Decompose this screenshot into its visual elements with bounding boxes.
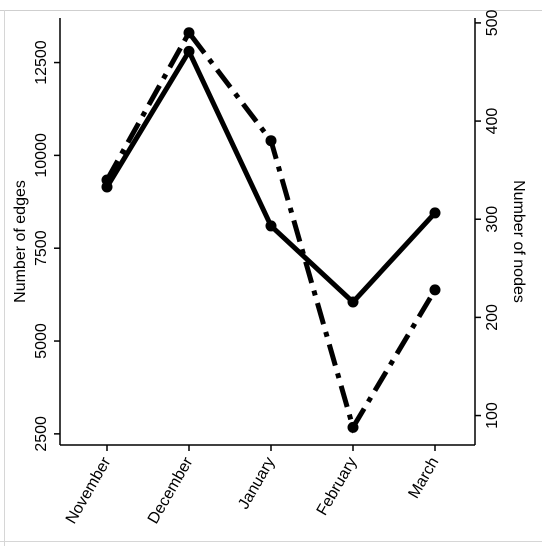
nodes-data-point [429,284,441,296]
right-y-tick-label: 200 [484,304,501,331]
nodes-data-point [347,421,359,433]
edges-data-point [347,296,359,308]
window-top-border [0,0,542,11]
right-y-tick-label: 400 [484,108,501,135]
y2-axis-title: Number of nodes [510,180,527,303]
window-left-border [4,10,5,546]
x-tick-label: November [63,454,115,527]
left-y-tick-label: 10000 [33,133,50,178]
edges-data-point [429,207,441,219]
y-axis-title: Number of edges [12,180,29,303]
left-y-tick-label: 12500 [33,40,50,85]
nodes-data-point [101,174,113,186]
x-tick-label: March [406,455,443,502]
left-y-tick-label: 7500 [33,230,50,266]
x-tick-label: February [314,455,361,519]
left-y-tick-label: 5000 [33,323,50,359]
edges-data-point [183,45,195,57]
window-bottom-border [0,541,542,542]
edges-data-point [265,220,277,232]
nodes-data-point [183,27,195,39]
left-y-tick-label: 2500 [33,416,50,452]
x-tick-label: January [235,455,278,513]
right-y-tick-label: 100 [484,402,501,429]
right-y-tick-label: 300 [484,206,501,233]
x-tick-label: December [145,454,197,527]
right-y-tick-label: 500 [484,9,501,36]
nodes-data-point [265,135,277,147]
